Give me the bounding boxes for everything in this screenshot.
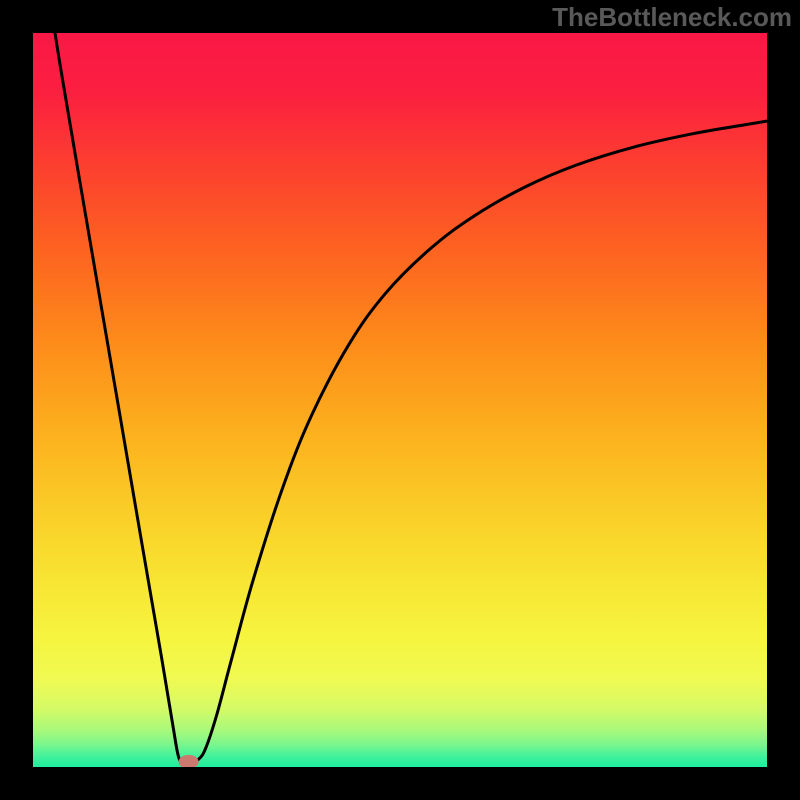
watermark-text: TheBottleneck.com (552, 2, 792, 33)
optimal-point-marker (179, 755, 199, 767)
bottleneck-curve (55, 33, 767, 764)
chart-frame: TheBottleneck.com (0, 0, 800, 800)
chart-overlay-svg (33, 33, 767, 767)
